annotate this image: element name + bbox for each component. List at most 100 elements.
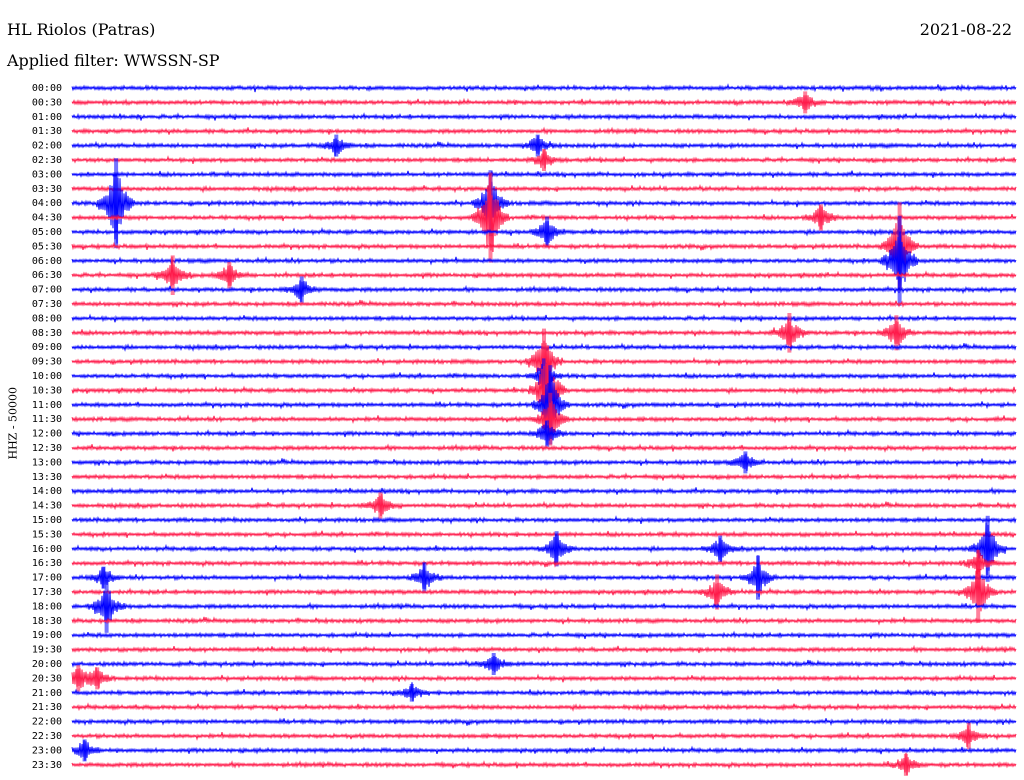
seismic-event — [101, 566, 106, 589]
trace-row-0730 — [71, 299, 1017, 309]
trace-row-2230 — [71, 725, 1017, 748]
seismic-event — [545, 420, 550, 447]
seismic-event — [488, 172, 493, 263]
row-time-label: 05:00 — [32, 227, 62, 238]
seismic-event — [976, 561, 981, 623]
trace-row-2300 — [71, 740, 1017, 761]
row-time-label: 22:00 — [32, 717, 62, 728]
trace-row-0800 — [71, 313, 1017, 323]
trace-row-1930 — [71, 644, 1017, 655]
row-time-label: 16:30 — [32, 558, 62, 569]
row-time-label: 03:30 — [32, 184, 62, 195]
seismic-event — [548, 392, 553, 446]
seismic-event — [554, 531, 559, 567]
trace-row-0330 — [71, 183, 1017, 194]
row-time-label: 06:30 — [32, 270, 62, 281]
row-time-label: 18:30 — [32, 616, 62, 627]
row-time-label: 05:30 — [32, 241, 62, 252]
row-time-label: 19:00 — [32, 630, 62, 641]
seismic-event — [491, 653, 496, 675]
seismic-event — [95, 667, 100, 690]
seismic-event — [715, 574, 720, 610]
trace-row-2100 — [71, 682, 1017, 702]
trace-row-1830 — [71, 615, 1017, 626]
seismic-event — [104, 580, 109, 633]
seismic-event — [542, 149, 546, 171]
trace-row-1330 — [71, 472, 1017, 482]
seismic-event — [903, 753, 908, 776]
trace-row-0500 — [71, 221, 1017, 246]
row-time-label: 22:30 — [32, 731, 62, 742]
trace-row-0130 — [71, 126, 1017, 136]
seismic-event — [76, 665, 81, 692]
trace-row-0030 — [71, 95, 1017, 111]
trace-row-1730 — [71, 568, 1017, 612]
row-time-label: 09:00 — [32, 342, 62, 353]
filter-label: Applied filter: WWSSN-SP — [7, 51, 220, 70]
trace-row-0200 — [71, 135, 1017, 157]
row-time-label: 07:00 — [32, 285, 62, 296]
trace-row-1630 — [71, 549, 1017, 575]
row-time-label: 01:00 — [32, 112, 62, 123]
trace-row-1430 — [71, 493, 1017, 517]
row-time-label: 02:00 — [32, 141, 62, 152]
trace-row-1400 — [71, 486, 1017, 497]
trace-row-2330 — [71, 752, 1017, 776]
seismic-event — [378, 492, 383, 519]
trace-row-0530 — [71, 219, 1017, 278]
seismic-event — [535, 134, 540, 157]
row-time-label: 13:00 — [32, 457, 62, 468]
trace-row-0300 — [71, 170, 1017, 180]
trace-row-0400 — [71, 172, 1017, 244]
trace-row-2200 — [71, 717, 1017, 727]
trace-row-0700 — [71, 280, 1017, 302]
trace-row-1230 — [71, 443, 1017, 453]
row-time-label: 00:30 — [32, 97, 62, 108]
seismic-event — [227, 262, 232, 289]
row-time-label: 15:00 — [32, 515, 62, 526]
trace-row-1030 — [71, 345, 1017, 428]
seismic-event — [82, 739, 87, 762]
row-time-label: 23:00 — [32, 745, 62, 756]
trace-row-0430 — [71, 174, 1017, 253]
row-time-label: 17:00 — [32, 573, 62, 584]
seismic-event — [966, 722, 971, 750]
row-time-label: 16:00 — [32, 544, 62, 555]
row-time-label: 23:30 — [32, 760, 62, 771]
trace-row-1100 — [71, 370, 1017, 437]
seismic-event — [545, 345, 550, 436]
row-time-label: 21:00 — [32, 688, 62, 699]
row-time-label: 20:00 — [32, 659, 62, 670]
seismic-event — [803, 91, 808, 114]
trace-row-0000 — [71, 83, 1017, 93]
row-time-label: 15:30 — [32, 529, 62, 540]
row-time-label: 20:30 — [32, 673, 62, 684]
trace-row-2030 — [71, 667, 1017, 689]
seismic-event — [787, 313, 792, 353]
row-time-label: 10:30 — [32, 385, 62, 396]
trace-row-1200 — [71, 421, 1017, 446]
row-time-label: 09:30 — [32, 357, 62, 368]
seismic-event — [818, 204, 823, 231]
seismic-event — [756, 555, 760, 600]
trace-row-1700 — [71, 555, 1017, 597]
seismic-event — [114, 158, 119, 249]
trace-row-0600 — [71, 231, 1017, 294]
row-time-label: 13:30 — [32, 472, 62, 483]
row-time-label: 17:30 — [32, 587, 62, 598]
trace-row-1300 — [71, 453, 1017, 472]
seismic-event — [299, 276, 304, 303]
row-time-label: 04:30 — [32, 213, 62, 224]
seismic-event — [894, 315, 899, 351]
seismic-event — [897, 215, 902, 306]
seismic-event — [170, 255, 175, 295]
seismic-event — [409, 684, 414, 702]
seismic-event — [985, 515, 990, 582]
seismic-event — [422, 562, 427, 593]
row-time-label: 03:00 — [32, 169, 62, 180]
seismic-event — [545, 216, 550, 248]
trace-row-2000 — [71, 655, 1017, 673]
row-time-label: 21:30 — [32, 702, 62, 713]
row-time-label: 12:00 — [32, 429, 62, 440]
